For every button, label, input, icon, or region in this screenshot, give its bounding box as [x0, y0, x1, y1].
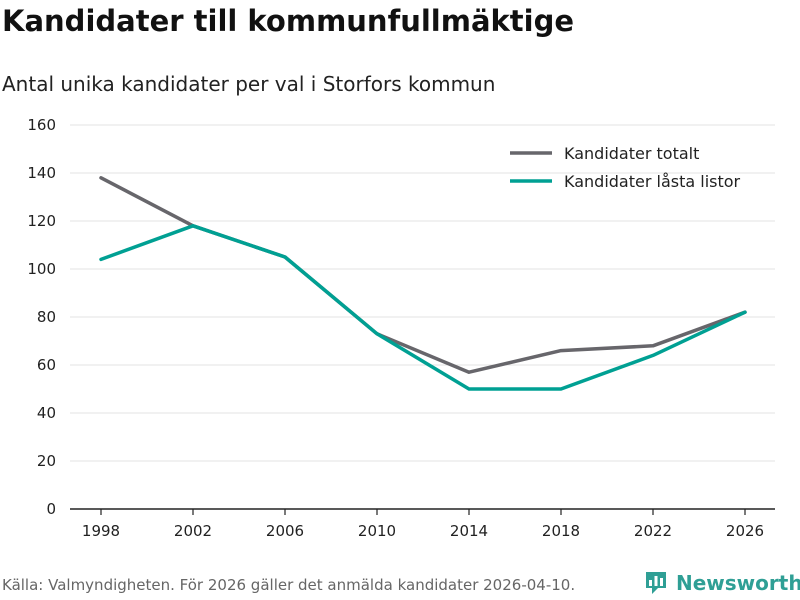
y-tick-label: 20	[37, 452, 56, 470]
x-tick-label: 1998	[82, 522, 120, 540]
series-lines	[99, 176, 747, 391]
y-tick-label: 60	[37, 356, 56, 374]
brand-logo: Newsworthy	[644, 570, 800, 596]
y-tick-label: 120	[27, 212, 56, 230]
source-note: Källa: Valmyndigheten. För 2026 gäller d…	[2, 576, 576, 594]
legend-label-2: Kandidater låsta listor	[564, 172, 741, 191]
y-tick-label: 40	[37, 404, 56, 422]
x-tick-label: 2022	[634, 522, 672, 540]
x-tick-label: 2002	[174, 522, 212, 540]
y-tick-label: 140	[27, 164, 56, 182]
chart-title: Kandidater till kommunfullmäktige	[2, 4, 575, 38]
x-tick-label: 2006	[266, 522, 304, 540]
x-tick-label: 2010	[358, 522, 396, 540]
y-tick-label: 100	[27, 260, 56, 278]
legend-label-1: Kandidater totalt	[564, 144, 699, 163]
x-tick-label: 2026	[726, 522, 764, 540]
y-tick-label: 0	[46, 500, 56, 518]
axes: 0 20 40 60 80 100 120 140 160 1998 2002 2006 2010 201…	[27, 116, 775, 540]
x-tick-label: 2014	[450, 522, 488, 540]
y-tick-label: 160	[27, 116, 56, 134]
chart-subtitle: Antal unika kandidater per val i Storfor…	[2, 72, 496, 96]
legend: Kandidater totalt Kandidater låsta listor	[510, 144, 741, 191]
newsworthy-logo-icon	[646, 572, 666, 594]
brand-name: Newsworthy	[676, 571, 800, 595]
x-tick-label: 2018	[542, 522, 580, 540]
y-tick-label: 80	[37, 308, 56, 326]
series-line-2	[99, 224, 747, 391]
series-line-1	[99, 176, 747, 374]
